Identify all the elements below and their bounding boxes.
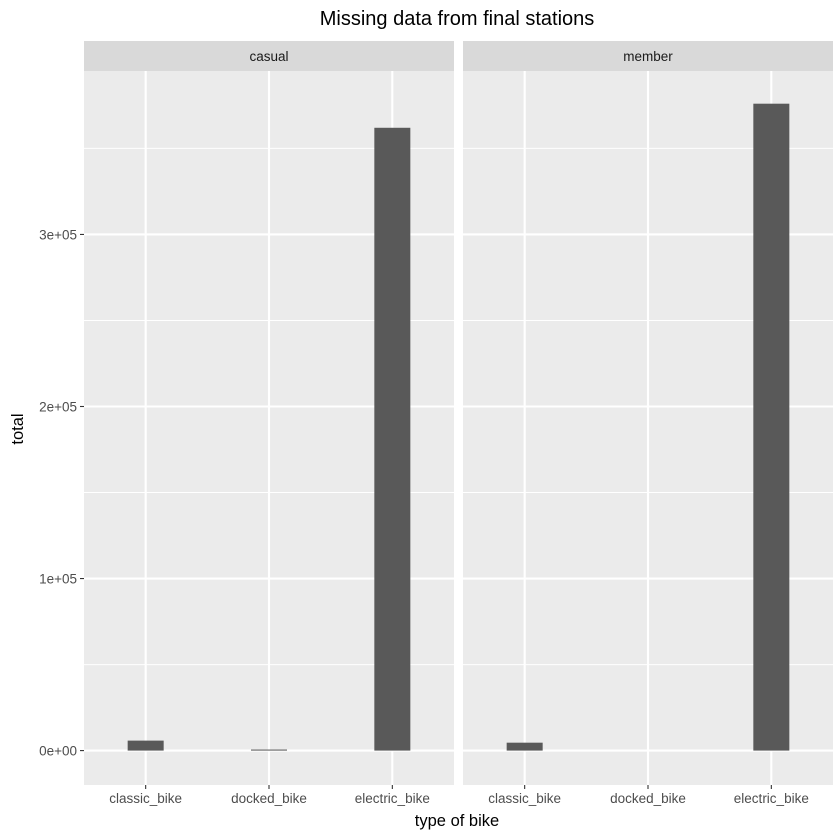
x-tick-label: classic_bike (109, 791, 182, 806)
y-tick-label: 2e+05 (39, 399, 77, 414)
bar-casual-docked_bike (251, 749, 287, 751)
x-tick-label: electric_bike (355, 791, 430, 806)
x-tick-label: docked_bike (610, 791, 686, 806)
y-axis-title: total (9, 413, 27, 444)
x-tick-label: electric_bike (734, 791, 809, 806)
x-axis-title: type of bike (415, 812, 499, 830)
y-axis: 0e+00 1e+05 2e+05 3e+05 (39, 227, 84, 759)
y-tick-label: 0e+00 (39, 744, 77, 759)
facet-strip-label: casual (249, 49, 288, 64)
facet-strip-label: member (623, 49, 673, 64)
bar-member-electric_bike (753, 103, 790, 751)
facet-panel-member: member classic_bike docked_bike electric_bi… (463, 41, 833, 806)
x-tick-label: classic_bike (488, 791, 561, 806)
bar-casual-classic_bike (127, 740, 164, 751)
chart-title: Missing data from final stations (320, 8, 595, 30)
facet-strip (463, 41, 833, 71)
y-tick-label: 1e+05 (39, 572, 77, 587)
facet-panel-casual: casual classic_bike docked_bike electric_bi… (84, 41, 454, 806)
y-tick-label: 3e+05 (39, 227, 77, 242)
x-tick-label: docked_bike (231, 791, 307, 806)
facet-panels: casual classic_bike docked_bike electric_bi… (84, 41, 833, 806)
bar-casual-electric_bike (374, 127, 411, 751)
bar-member-classic_bike (506, 742, 543, 751)
facet-strip (84, 41, 454, 71)
